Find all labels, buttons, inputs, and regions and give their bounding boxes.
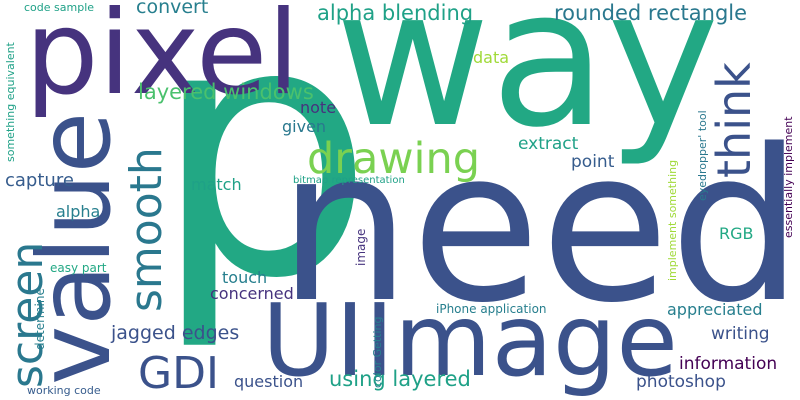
- word-appreciated: appreciated: [667, 300, 763, 319]
- word-easy-part: easy part: [50, 261, 107, 275]
- word-way: way: [335, 0, 720, 169]
- word-alpha-blending: alpha blending: [317, 1, 474, 25]
- word-pixel: pixel: [25, 0, 300, 121]
- word-eyedropper-tool: eyedropper' tool: [696, 110, 709, 201]
- word-touch: touch: [222, 268, 268, 287]
- word-note: note: [300, 98, 337, 117]
- word-essentially-implement: essentially implement: [782, 116, 795, 238]
- word-determine: determine: [33, 288, 47, 350]
- word-extract: extract: [518, 134, 579, 154]
- word-question: question: [234, 372, 304, 391]
- word-rgb: RGB: [719, 224, 754, 243]
- word-drawing: drawing: [307, 134, 480, 184]
- word-writing: writing: [711, 324, 770, 344]
- word-alpha: alpha: [56, 202, 101, 221]
- word-information: information: [679, 354, 778, 374]
- word-bitmap-representation: bitmap representation: [293, 175, 405, 186]
- word-concerned: concerned: [210, 284, 294, 303]
- word-code-sample: code sample: [24, 1, 95, 14]
- word-image: image: [354, 228, 368, 266]
- word-capture: capture: [5, 170, 74, 191]
- word-layered-windows: layered windows: [138, 80, 314, 104]
- word-photoshop: photoshop: [636, 372, 726, 392]
- word-given: given: [282, 117, 327, 136]
- word-implement-something: implement something: [666, 159, 679, 281]
- word-using-layered: using layered: [329, 367, 471, 391]
- word-p: p: [152, 0, 375, 355]
- word-match: match: [191, 175, 242, 194]
- word-iphone-application: iPhone application: [436, 302, 547, 316]
- word-gdi: GDI: [138, 348, 219, 399]
- word-think: think: [707, 62, 761, 178]
- word-need: need: [278, 104, 800, 349]
- word-data: data: [473, 48, 510, 67]
- word-point: point: [571, 152, 615, 172]
- word-rounded-rectangle: rounded rectangle: [554, 1, 748, 25]
- word-something-equivalent: something equivalent: [4, 42, 17, 162]
- word-convert: convert: [136, 0, 209, 18]
- word-jagged-edges: jagged edges: [111, 322, 240, 344]
- word-smooth: smooth: [121, 147, 172, 312]
- word-color-getting: color Getting: [371, 316, 384, 388]
- word-working-code: working code: [27, 384, 101, 397]
- word-uiimage: UIImage: [262, 282, 678, 399]
